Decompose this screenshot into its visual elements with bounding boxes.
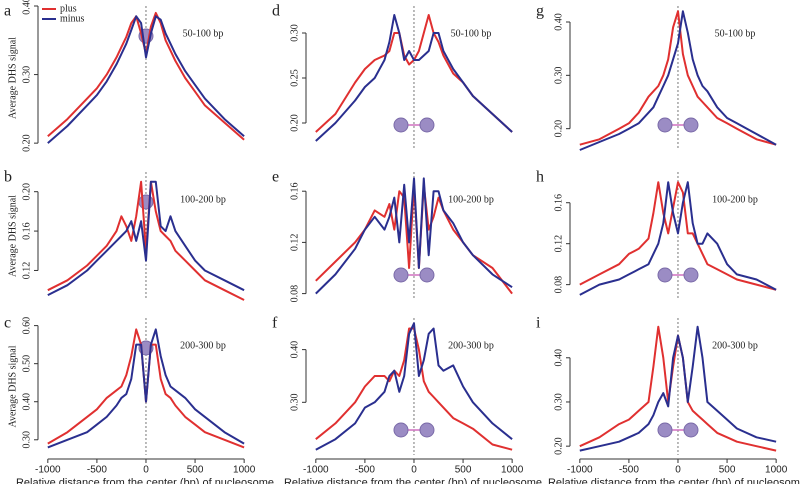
nucleosome-icon	[683, 267, 699, 283]
series-line	[315, 322, 513, 451]
y-tick-label: 0.40	[553, 13, 564, 31]
series-line	[579, 325, 777, 452]
y-tick-label: 0.50	[21, 355, 32, 373]
y-tick-label: 0.40	[21, 0, 32, 15]
series-line	[47, 328, 245, 449]
series-line	[315, 177, 513, 295]
x-tick-label: -500	[619, 465, 639, 476]
x-tick-label: 1000	[501, 465, 524, 476]
panel-label: d	[272, 3, 280, 20]
y-tick-label: 0.30	[289, 24, 300, 42]
series-line	[579, 10, 777, 151]
x-tick-label: -1000	[567, 465, 593, 476]
y-tick-label: 0.08	[553, 276, 564, 294]
annotation: 100-200 bp	[180, 194, 226, 205]
y-tick-label: 0.40	[289, 341, 300, 359]
annotation: 100-200 bp	[448, 194, 494, 205]
y-tick-label: 0.16	[553, 194, 564, 212]
x-tick-label: 1000	[233, 465, 256, 476]
y-axis-label: Average DHS signal	[7, 37, 18, 119]
series-line	[47, 180, 245, 296]
y-tick-label: 0.20	[21, 134, 32, 152]
annotation: 50-100 bp	[715, 28, 756, 39]
nucleosome-icon	[419, 267, 435, 283]
nucleosome-icon	[657, 422, 673, 438]
x-tick-label: -1000	[35, 465, 61, 476]
x-tick-label: 500	[187, 465, 204, 476]
y-tick-label: 0.40	[21, 393, 32, 411]
x-tick-label: 0	[411, 465, 417, 476]
x-axis-label: Relative distance from the center (bp) o…	[16, 477, 274, 484]
y-tick-label: 0.08	[289, 285, 300, 303]
panel-label: f	[272, 315, 278, 332]
legend-label: plus	[60, 3, 77, 14]
y-tick-label: 0.20	[21, 183, 32, 201]
series-line	[315, 14, 513, 142]
panel-label: a	[4, 3, 11, 20]
x-tick-label: -1000	[303, 465, 329, 476]
panel-label: c	[4, 315, 11, 332]
y-tick-label: 0.30	[21, 431, 32, 449]
series-line	[579, 181, 777, 291]
y-tick-label: 0.16	[21, 222, 32, 240]
x-tick-label: 1000	[765, 465, 788, 476]
series-line	[47, 15, 245, 144]
y-tick-label: 0.12	[553, 235, 564, 253]
nucleosome-icon	[657, 267, 673, 283]
nucleosome-icon	[393, 267, 409, 283]
x-axis-label: Relative distance from the center (bp) o…	[548, 477, 800, 484]
y-tick-label: 0.16	[289, 182, 300, 200]
y-tick-label: 0.25	[289, 69, 300, 87]
x-tick-label: 500	[719, 465, 736, 476]
nucleosome-icon	[657, 117, 673, 133]
series-line	[579, 10, 777, 146]
y-tick-label: 0.30	[21, 66, 32, 84]
y-tick-label: 0.20	[289, 114, 300, 132]
y-tick-label: 0.20	[553, 437, 564, 455]
x-tick-label: -500	[355, 465, 375, 476]
y-axis-label: Average DHS signal	[7, 195, 18, 277]
nucleosome-icon	[419, 117, 435, 133]
nucleosome-icon	[683, 117, 699, 133]
x-axis-label: Relative distance from the center (bp) o…	[284, 477, 542, 484]
x-tick-label: 0	[143, 465, 149, 476]
y-tick-label: 0.40	[553, 349, 564, 367]
panel-label: b	[4, 169, 12, 186]
annotation: 200-300 bp	[180, 340, 226, 351]
nucleosome-icon	[419, 422, 435, 438]
panel-label: h	[536, 169, 544, 186]
x-tick-label: 500	[455, 465, 472, 476]
y-axis-label: Average DHS signal	[7, 345, 18, 427]
y-tick-label: 0.60	[21, 317, 32, 335]
y-tick-label: 0.30	[289, 394, 300, 412]
y-tick-label: 0.30	[553, 393, 564, 411]
annotation: 50-100 bp	[451, 28, 492, 39]
panel-label: e	[272, 169, 279, 186]
nucleosome-icon	[393, 422, 409, 438]
y-tick-label: 0.12	[289, 234, 300, 252]
legend-label: minus	[60, 13, 85, 24]
annotation: 50-100 bp	[183, 28, 224, 39]
series-line	[579, 181, 777, 296]
y-tick-label: 0.30	[553, 67, 564, 85]
annotation: 200-300 bp	[448, 340, 494, 351]
panel-label: g	[536, 3, 544, 20]
y-tick-label: 0.20	[553, 120, 564, 138]
nucleosome-icon	[683, 422, 699, 438]
x-tick-label: -500	[87, 465, 107, 476]
annotation: 200-300 bp	[712, 340, 758, 351]
y-tick-label: 0.12	[21, 262, 32, 280]
nucleosome-icon	[393, 117, 409, 133]
x-tick-label: 0	[675, 465, 681, 476]
annotation: 100-200 bp	[712, 194, 758, 205]
panel-label: i	[536, 315, 541, 332]
